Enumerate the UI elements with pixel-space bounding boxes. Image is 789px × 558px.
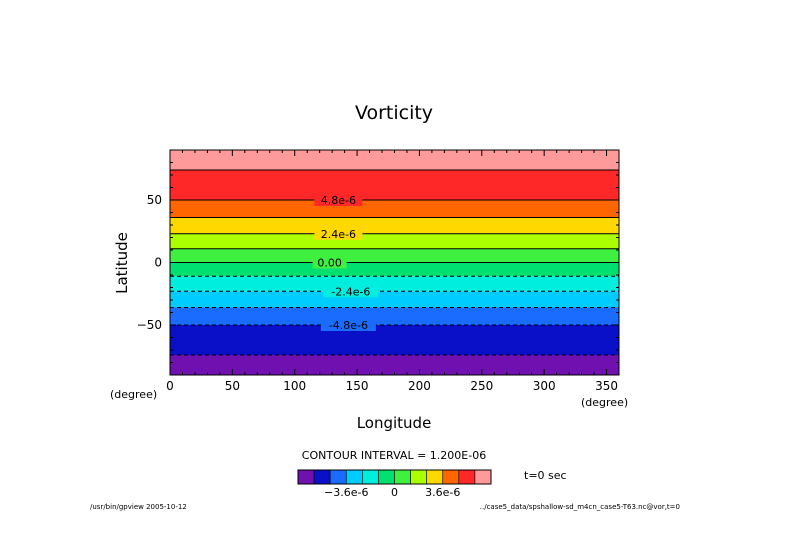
colorbar-swatch-4 (362, 469, 379, 485)
colorbar: −3.6e-6 0 3.6e-6 (297, 469, 492, 499)
colorbar-swatch-3 (345, 469, 363, 485)
contour-lines (170, 169, 619, 356)
contour-label-2: 0.00 (317, 257, 342, 270)
contour-label-0: 4.8e-6 (321, 194, 356, 207)
colorbar-swatch-8 (426, 469, 444, 485)
colorbar-swatch-5 (378, 469, 395, 485)
x-axis-unit: (degree) (581, 396, 628, 409)
y-axis-title: Latitude (113, 232, 131, 294)
colorbar-tick-label-0: −3.6e-6 (324, 486, 368, 499)
y-tick-label-0: 0 (154, 256, 162, 270)
colorbar-swatch-2 (329, 469, 347, 485)
band-11 (170, 150, 619, 170)
band-1 (170, 325, 619, 355)
x-tick-label-100: 100 (283, 379, 306, 393)
colorbar-swatch-7 (410, 469, 427, 485)
x-tick-label-250: 250 (470, 379, 493, 393)
contour-label-bg-2 (312, 256, 347, 269)
x-tick-label-50: 50 (225, 379, 240, 393)
colorbar-swatch-10 (458, 469, 476, 485)
band-2 (170, 307, 619, 325)
x-axis-title: Longitude (357, 414, 432, 432)
chart-title: Vorticity (355, 102, 433, 124)
contour-label-bg-0 (314, 194, 363, 206)
colorbar-swatch-1 (313, 469, 331, 485)
contour-label-4: -4.8e-6 (329, 319, 368, 332)
contour-label-1: 2.4e-6 (321, 228, 356, 241)
y-axis-unit: (degree) (110, 388, 157, 401)
y-tick-label-50: 50 (147, 193, 162, 207)
footer-left: /usr/bin/gpview 2005-10-12 (90, 503, 187, 511)
band-9 (170, 200, 619, 218)
colorbar-swatch-0 (297, 469, 315, 485)
colorbar-tick-label-1: 0 (391, 486, 398, 499)
colorbar-tick-label-2: 3.6e-6 (425, 486, 460, 499)
colorbar-swatch-11 (474, 469, 492, 485)
footer-right: ../case5_data/spshallow-sd_m4cn_case5-T6… (480, 503, 680, 511)
contour-label-bg-1 (314, 227, 363, 240)
band-10 (170, 170, 619, 200)
x-tick-label-200: 200 (408, 379, 431, 393)
plot-bands (170, 150, 619, 375)
x-tick-label-300: 300 (533, 379, 556, 393)
band-5 (170, 262, 619, 277)
contour-labels: 4.8e-6 2.4e-6 0.00 -2.4e-6 -4.8e-6 (312, 194, 379, 332)
band-7 (170, 233, 619, 249)
x-tick-label-0: 0 (166, 379, 174, 393)
x-tick-label-350: 350 (595, 379, 618, 393)
colorbar-swatch-9 (442, 469, 460, 485)
band-8 (170, 217, 619, 234)
band-0 (170, 355, 619, 375)
axis-ticks: 0 50 100 150 200 250 300 350 −50 0 50 (137, 149, 620, 393)
band-3 (170, 291, 619, 308)
contour-label-bg-4 (320, 319, 376, 331)
colorbar-swatch-6 (394, 469, 411, 485)
contour-interval-label: CONTOUR INTERVAL = 1.200E-06 (302, 449, 486, 462)
band-6 (170, 248, 619, 263)
colorbar-frame (297, 469, 492, 485)
contour-label-3: -2.4e-6 (331, 285, 370, 298)
x-tick-label-150: 150 (346, 379, 369, 393)
band-4 (170, 276, 619, 292)
y-tick-label--50: −50 (137, 318, 162, 332)
contour-label-bg-3 (323, 285, 379, 298)
time-label: t=0 sec (524, 469, 567, 482)
